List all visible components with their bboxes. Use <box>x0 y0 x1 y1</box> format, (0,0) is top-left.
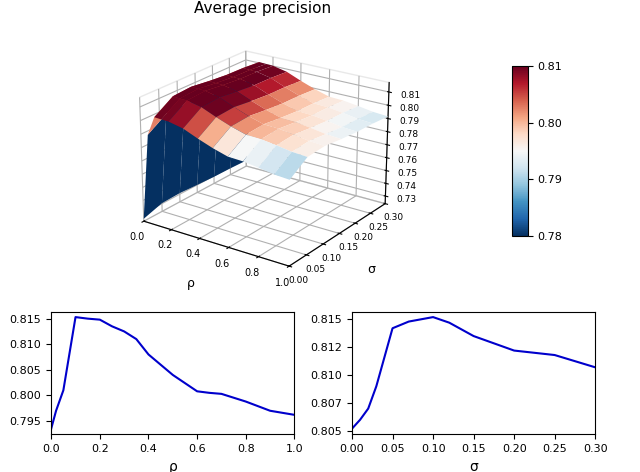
Title: Average precision: Average precision <box>194 1 331 17</box>
X-axis label: ρ: ρ <box>168 460 177 472</box>
X-axis label: ρ: ρ <box>187 277 195 290</box>
X-axis label: σ: σ <box>469 460 478 472</box>
Y-axis label: σ: σ <box>367 262 376 276</box>
